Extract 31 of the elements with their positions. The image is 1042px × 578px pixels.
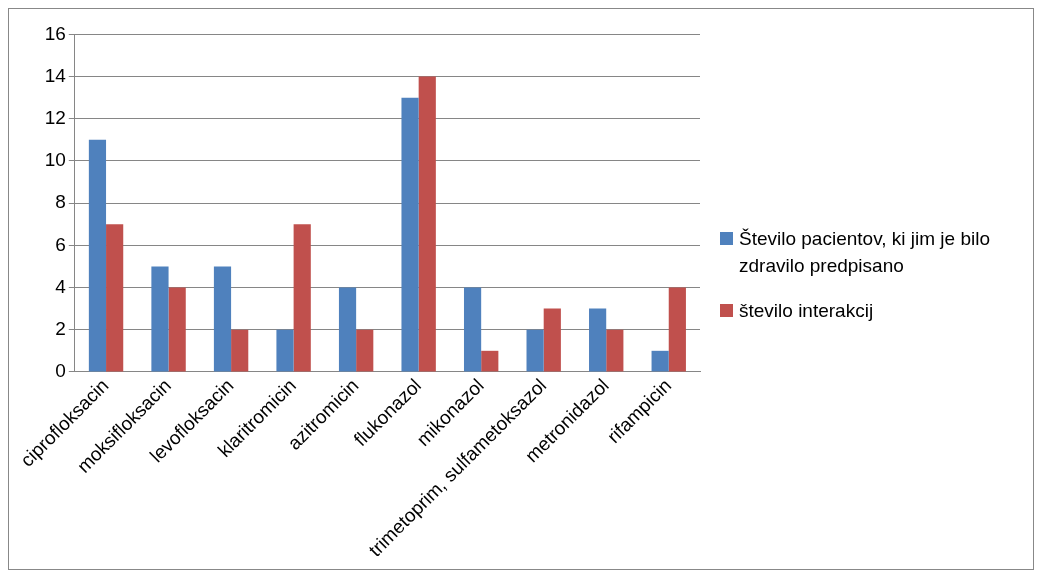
bar xyxy=(338,287,357,372)
bar xyxy=(668,287,686,372)
bar xyxy=(401,97,419,372)
y-tick-label: 4 xyxy=(55,275,67,297)
y-tick-label: 10 xyxy=(44,149,66,171)
bar xyxy=(168,287,186,372)
y-tick-label: 0 xyxy=(55,360,66,382)
bar xyxy=(543,308,561,372)
y-tick-label: 12 xyxy=(44,107,66,129)
bar xyxy=(293,224,311,372)
bar xyxy=(589,308,607,372)
bar xyxy=(231,329,249,372)
bar xyxy=(481,350,499,372)
bar xyxy=(651,350,669,372)
bar xyxy=(213,266,232,372)
y-tick-label: 6 xyxy=(55,233,66,255)
y-tick-label: 2 xyxy=(55,317,66,339)
bar xyxy=(106,224,124,372)
bar xyxy=(526,329,544,372)
bar xyxy=(418,76,436,372)
bar xyxy=(151,266,169,372)
y-tick-label: 8 xyxy=(55,191,66,213)
bar xyxy=(276,329,294,372)
bar xyxy=(463,287,482,372)
bar xyxy=(606,329,624,372)
y-tick-label: 16 xyxy=(44,22,66,44)
bar xyxy=(356,329,374,372)
bar xyxy=(88,139,107,372)
y-tick-label: 14 xyxy=(44,64,67,86)
legend-label: število interakcij xyxy=(739,299,874,323)
legend-label: Število pacientov, ki jim je bilo zdravilo predpisano xyxy=(739,227,991,278)
